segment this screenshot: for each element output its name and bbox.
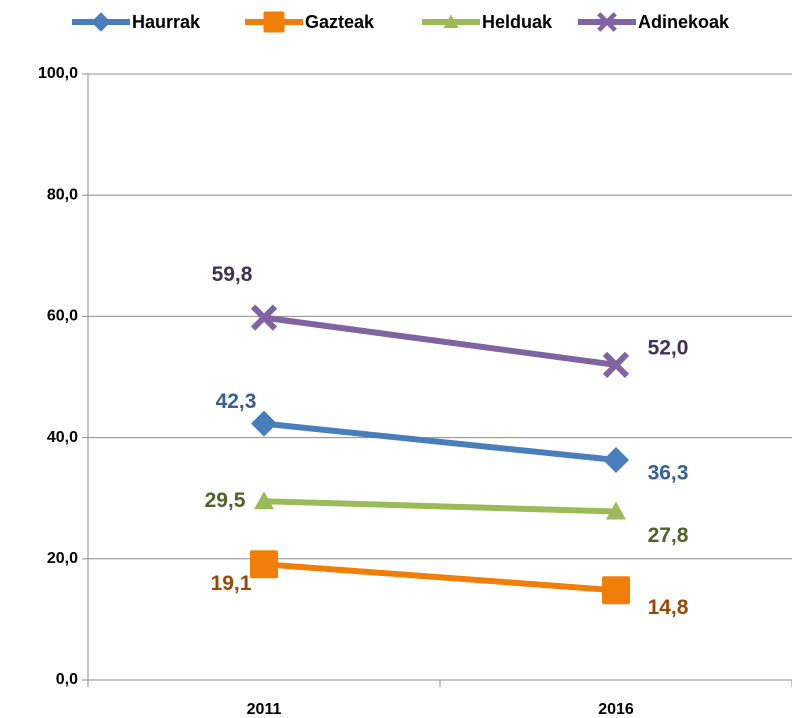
marker: [602, 576, 630, 605]
marker: [250, 304, 278, 331]
data-label: 52,0: [648, 336, 689, 359]
series-line: [261, 498, 619, 515]
y-tick-label: 60,0: [47, 308, 78, 325]
legend-label: Helduak: [482, 12, 553, 32]
marker: [251, 410, 277, 437]
y-tick-label: 0,0: [56, 671, 78, 688]
legend-label: Haurrak: [132, 12, 201, 32]
x-tick-label: 2011: [247, 701, 282, 718]
data-label: 19,1: [211, 572, 252, 595]
y-tick-label: 80,0: [47, 186, 78, 203]
data-label: 27,8: [648, 524, 689, 547]
marker: [250, 550, 278, 579]
data-label: 36,3: [648, 462, 689, 485]
data-label: 59,8: [212, 263, 253, 286]
y-tick-label: 20,0: [47, 550, 78, 567]
marker: [443, 14, 459, 28]
series-line: [261, 420, 619, 464]
marker: [606, 501, 626, 520]
series-line: [261, 314, 619, 368]
marker: [91, 12, 111, 32]
marker: [263, 11, 285, 33]
y-tick-label: 40,0: [47, 429, 78, 446]
series-line: [261, 561, 619, 594]
x-tick-label: 2016: [598, 701, 634, 718]
legend-label: Adinekoak: [638, 12, 730, 32]
data-label: 14,8: [648, 596, 689, 619]
y-tick-label: 100,0: [38, 65, 78, 82]
marker: [602, 351, 630, 379]
marker: [254, 491, 274, 510]
data-label: 29,5: [205, 489, 246, 512]
marker: [597, 12, 617, 32]
legend-label: Gazteak: [305, 12, 375, 32]
data-label: 42,3: [216, 390, 257, 413]
marker: [603, 447, 629, 474]
